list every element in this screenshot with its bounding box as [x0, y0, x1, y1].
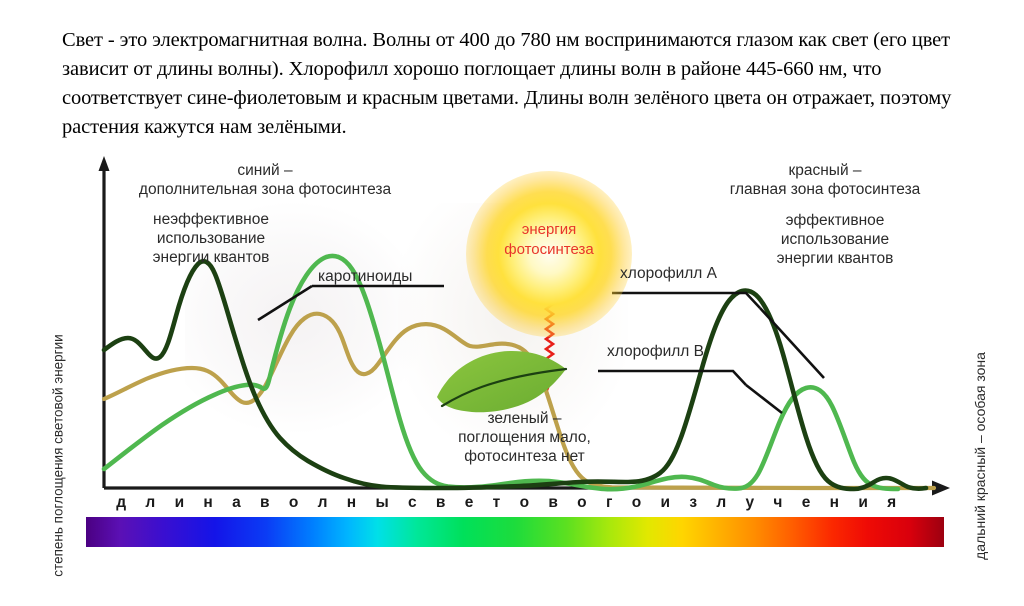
- curve-chlorophyll-a: [101, 259, 929, 492]
- annotation-carotenoids: каротиноиды: [318, 268, 413, 285]
- callout-chlorophyll-b: [598, 369, 783, 415]
- annotation-green-zone: зеленый – поглощения мало, фотосинтеза н…: [458, 410, 591, 465]
- callout-chlorophyll-a: [612, 291, 825, 379]
- absorption-chart: энергия фотосинтеза синий – дополнительн…: [0, 148, 1024, 577]
- slide-root: Свет - это электромагнитная волна. Волны…: [0, 29, 1024, 577]
- curve-carotenoids: [101, 311, 937, 491]
- plot-svg: [98, 156, 950, 496]
- x-axis-title: д л и н а в о л н ы с в е т о в о г о и …: [116, 494, 904, 511]
- annotation-blue-zone: синий – дополнительная зона фотосинтеза: [138, 162, 392, 198]
- y-axis-title: степень поглощения световой энергии: [50, 334, 66, 577]
- annotation-chlorophyll-b: хлорофилл В: [607, 343, 704, 360]
- annotation-chlorophyll-a: хлорофилл А: [620, 265, 717, 282]
- right-axis-title: дальний красный – особая зона: [972, 352, 988, 560]
- annotation-efficient: эффективное использование энергии кванто…: [776, 212, 894, 267]
- annotation-inefficient: неэффективное использование энергии кван…: [152, 211, 270, 266]
- callout-carotenoids: [257, 284, 444, 322]
- visible-spectrum-bar: [86, 517, 944, 547]
- annotation-red-zone: красный – главная зона фотосинтеза: [729, 162, 921, 198]
- intro-paragraph: Свет - это электромагнитная волна. Волны…: [62, 29, 952, 138]
- leaf-icon: [437, 351, 568, 413]
- sun-label: энергия фотосинтеза: [504, 221, 594, 258]
